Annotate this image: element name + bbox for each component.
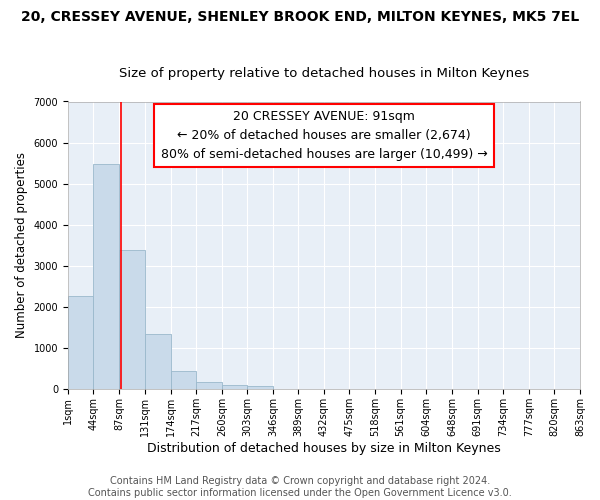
X-axis label: Distribution of detached houses by size in Milton Keynes: Distribution of detached houses by size … [147, 442, 501, 455]
Title: Size of property relative to detached houses in Milton Keynes: Size of property relative to detached ho… [119, 66, 529, 80]
Bar [222, 385, 247, 390]
Bar [196, 382, 222, 390]
Bar [94, 164, 119, 390]
Bar [119, 250, 145, 390]
Y-axis label: Number of detached properties: Number of detached properties [15, 152, 28, 338]
Bar [170, 371, 196, 390]
Text: Contains HM Land Registry data © Crown copyright and database right 2024.
Contai: Contains HM Land Registry data © Crown c… [88, 476, 512, 498]
Bar [247, 386, 273, 390]
Bar [68, 296, 94, 390]
Text: 20, CRESSEY AVENUE, SHENLEY BROOK END, MILTON KEYNES, MK5 7EL: 20, CRESSEY AVENUE, SHENLEY BROOK END, M… [21, 10, 579, 24]
Text: 20 CRESSEY AVENUE: 91sqm  
← 20% of detached houses are smaller (2,674)
80% of s: 20 CRESSEY AVENUE: 91sqm ← 20% of detach… [161, 110, 487, 161]
Bar [145, 334, 170, 390]
